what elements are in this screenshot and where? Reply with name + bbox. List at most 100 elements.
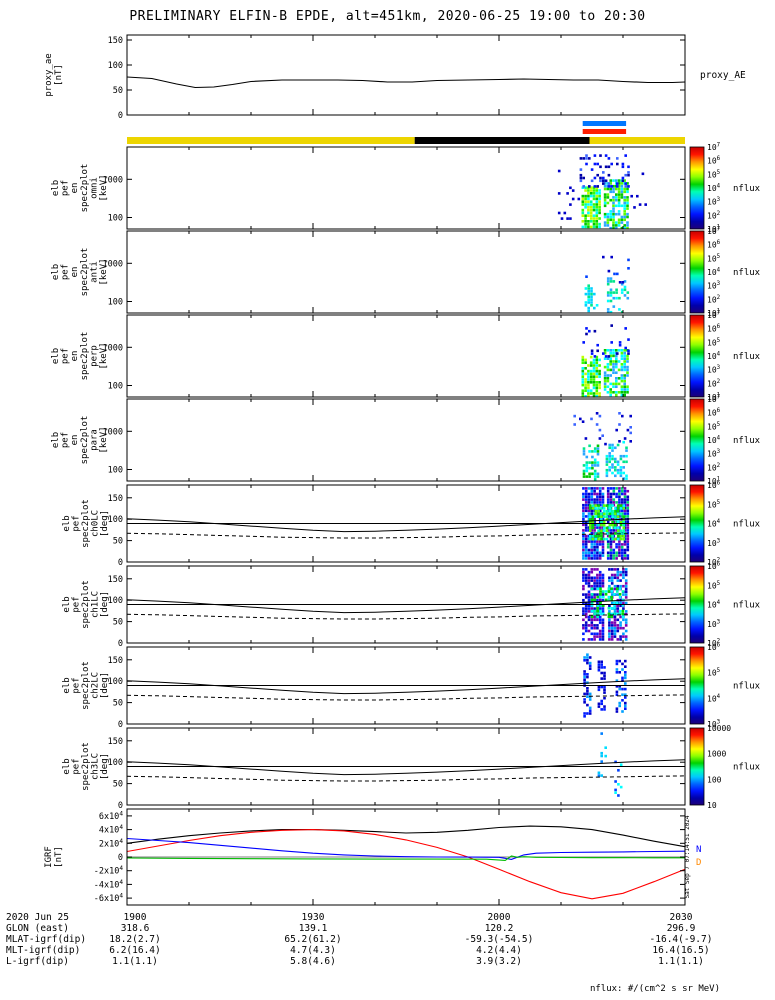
colorbar-tick-label: 100 [707, 775, 722, 784]
colorbar-tick-label: 107 [707, 227, 721, 237]
spectro-burst-cells [581, 324, 630, 398]
status-bar-red [582, 129, 627, 134]
series-line [126, 694, 686, 701]
colorbar-unit-label: nflux [733, 268, 761, 278]
y-tick-label: 50 [113, 537, 123, 547]
y-tick-label: 50 [113, 699, 123, 709]
y-tick-label: 50 [113, 86, 123, 96]
colorbar [689, 398, 705, 482]
colorbar-tick-label: 107 [707, 143, 721, 153]
row-value: 16.4(16.5) [652, 945, 710, 956]
colorbar-tick-label: 101 [707, 225, 721, 235]
series-line [126, 775, 686, 782]
y-tick-label: 6x104 [99, 810, 123, 822]
colorbar-tick-label: 104 [707, 600, 721, 610]
colorbar-tick-label: 102 [707, 463, 720, 473]
colorbar-tick-label: 101 [707, 309, 721, 319]
colorbar-unit-label: nflux [733, 436, 761, 446]
spectro-burst-cells [582, 487, 630, 560]
proxy-ae-right-label: proxy_AE [700, 70, 746, 81]
row-value: 18.2(2.7) [109, 934, 161, 945]
colorbar-tick-label: 103 [707, 619, 721, 629]
x-tick-label: 1900 [123, 912, 147, 923]
panel-frame [126, 646, 686, 725]
y-tick-label: 50 [113, 618, 123, 628]
panel-frame [126, 727, 686, 806]
colorbar [689, 230, 705, 314]
y-tick-label: 0 [118, 558, 123, 568]
spectro-burst-cells [582, 568, 628, 641]
status-bar-segment [414, 137, 590, 144]
spectro-burst-cells [573, 412, 632, 481]
colorbar-tick-label: 105 [707, 422, 720, 432]
row-value: 4.7(4.3) [290, 945, 336, 956]
panel-igrf: 6x104 4x104 2x104 0 -2x104 -4x104 -6x104 IGRF[n… [44, 808, 701, 906]
panel-ytitle: elbpefspec2plotch1LC[deg] [62, 580, 110, 629]
y-tick-label: 1000 [103, 343, 123, 353]
status-bar-segment [127, 137, 415, 144]
colorbar [689, 484, 705, 563]
colorbar-tick-label: 102 [707, 211, 720, 221]
colorbar-tick-label: 106 [707, 643, 721, 653]
colorbar-tick-label: 105 [707, 254, 720, 264]
colorbar-tick-label: 103 [707, 538, 721, 548]
colorbar-tick-label: 106 [707, 408, 721, 418]
y-tick-label: 2x104 [99, 838, 123, 850]
colorbar-tick-label: 106 [707, 156, 721, 166]
colorbar-tick-label: 104 [707, 694, 721, 704]
panel-proxy_ae: 150 100 50 0 proxy_ae[nT] proxy_AE [44, 34, 746, 121]
colorbar [689, 314, 705, 398]
row-value: 3.9(3.2) [476, 956, 522, 967]
panel-pa_ch0: 150 100 50 0 elbpefspec2plotch0LC[deg] 106 105… [62, 481, 761, 569]
colorbar-tick-label: 102 [707, 295, 720, 305]
panel-frame [126, 314, 686, 398]
y-tick-label: 100 [108, 381, 123, 391]
status-bar-segment [589, 137, 685, 144]
y-tick-label: 0 [118, 720, 123, 730]
panel-ytitle: elbpefenspec2plotanti[keV] [51, 248, 109, 297]
series-line [126, 613, 686, 620]
colorbar-tick-label: 105 [707, 338, 720, 348]
y-tick-label: 100 [108, 465, 123, 475]
spectro-burst-cells [557, 154, 647, 230]
series-line [126, 829, 686, 900]
colorbar-tick-label: 105 [707, 170, 720, 180]
panel-ytitle: elbpefenspec2plotpara[keV] [51, 416, 109, 465]
spectro-burst-cells [597, 732, 623, 797]
colorbar-tick-label: 107 [707, 311, 721, 321]
panel-frame [126, 565, 686, 644]
spectro-burst-cells [584, 255, 630, 314]
y-tick-label: 100 [108, 758, 123, 768]
colorbar-tick-label: 102 [707, 379, 720, 389]
panel-ytitle: proxy_ae[nT] [44, 53, 64, 96]
y-tick-label: 1000 [103, 259, 123, 269]
colorbar-tick-label: 101 [707, 477, 721, 487]
igrf-comp-label-D: D [696, 858, 701, 868]
y-tick-label: 150 [108, 575, 123, 585]
spectro-burst-cells [583, 653, 627, 718]
y-tick-label: 0 [118, 853, 123, 863]
colorbar-tick-label: 104 [707, 519, 721, 529]
x-tick-label: 2030 [669, 912, 693, 923]
panel-ytitle: elbpefenspec2plotomni[keV] [51, 164, 109, 213]
panel-ytitle: elbpefspec2plotch3LC[deg] [62, 742, 110, 791]
x-tick-label: 2000 [487, 912, 511, 923]
y-tick-label: 100 [108, 596, 123, 606]
y-tick-label: 150 [108, 737, 123, 747]
y-tick-label: 50 [113, 780, 123, 790]
status-bars [127, 121, 685, 144]
colorbar-tick-label: 103 [707, 365, 721, 375]
table-row-mlat: MLAT-igrf(dip) 18.2(2.7) 65.2(61.2) -59.… [0, 934, 775, 945]
series-line [126, 76, 686, 89]
table-row-time: 2020 Jun 25 1900 1930 2000 2030 [0, 912, 775, 923]
colorbar-tick-label: 102 [707, 558, 720, 568]
y-tick-label: 1000 [103, 427, 123, 437]
colorbar-tick-label: 107 [707, 395, 721, 405]
series-line [126, 825, 686, 848]
row-label: 2020 Jun 25 [6, 912, 69, 923]
colorbar-tick-label: 104 [707, 436, 721, 446]
